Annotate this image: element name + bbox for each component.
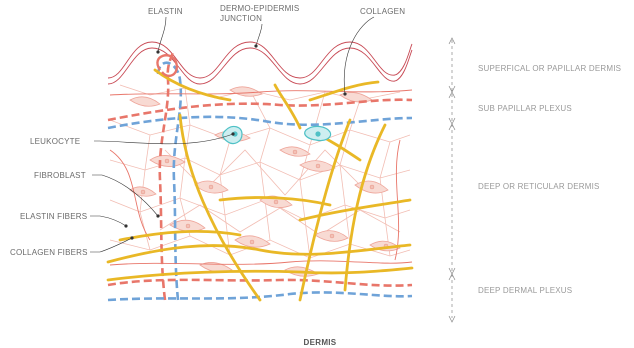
label-deep-dermal-plexus: DEEP DERMAL PLEXUS xyxy=(478,286,572,295)
caption-dermis: DERMIS xyxy=(304,338,337,347)
leader-elastin-dot xyxy=(156,50,160,54)
elastin-strand xyxy=(156,54,178,77)
label-superficial-dermis: SUPERFICAL OR PAPILLAR DERMIS xyxy=(478,64,621,73)
leader-dermo-epidermis-dot xyxy=(254,44,258,48)
leader-dermo-epidermis xyxy=(255,23,263,47)
label-sub-papillar-plexus: SUB PAPILLAR PLEXUS xyxy=(478,104,572,113)
dermo-epidermis-junction xyxy=(107,41,413,85)
leader-elastin-fibers xyxy=(90,215,127,227)
deep-dermal-plexus-red xyxy=(107,278,413,287)
label-elastin-fibers: ELASTIN FIBERS xyxy=(20,212,87,221)
leader-collagen-fibers xyxy=(90,237,133,253)
sub-papillar-plexus-red xyxy=(107,98,413,122)
label-fibroblast: FIBROBLAST xyxy=(34,171,86,180)
sub-papillar-plexus-blue xyxy=(107,115,413,130)
vertical-vessel-blue xyxy=(156,61,183,301)
leader-fibroblast-dot xyxy=(156,214,160,218)
leader-fibroblast xyxy=(92,174,159,217)
deep-dermal-plexus-blue xyxy=(107,291,413,302)
label-collagen-fibers: COLLAGEN FIBERS xyxy=(10,248,88,257)
leader-leukocyte-dot xyxy=(231,132,235,136)
label-dermo-epidermis-line2: JUNCTION xyxy=(220,14,262,23)
label-collagen: COLLAGEN xyxy=(360,7,405,16)
leader-collagen-dot xyxy=(343,92,347,96)
label-elastin: ELASTIN xyxy=(148,7,183,16)
leader-collagen-fibers-dot xyxy=(130,236,134,240)
label-leukocyte: LEUKOCYTE xyxy=(30,137,80,146)
label-deep-reticular-dermis: DEEP OR RETICULAR DERMIS xyxy=(478,182,600,191)
layer-scale xyxy=(448,37,456,323)
label-dermo-epidermis-line1: DERMO-EPIDERMIS xyxy=(220,4,299,13)
leader-elastin-fibers-dot xyxy=(124,224,128,228)
vertical-vessel-red xyxy=(158,49,174,301)
leader-collagen xyxy=(343,16,375,95)
leader-leukocyte xyxy=(94,133,234,145)
leukocyte-cells xyxy=(222,125,332,145)
leader-elastin xyxy=(157,16,167,53)
